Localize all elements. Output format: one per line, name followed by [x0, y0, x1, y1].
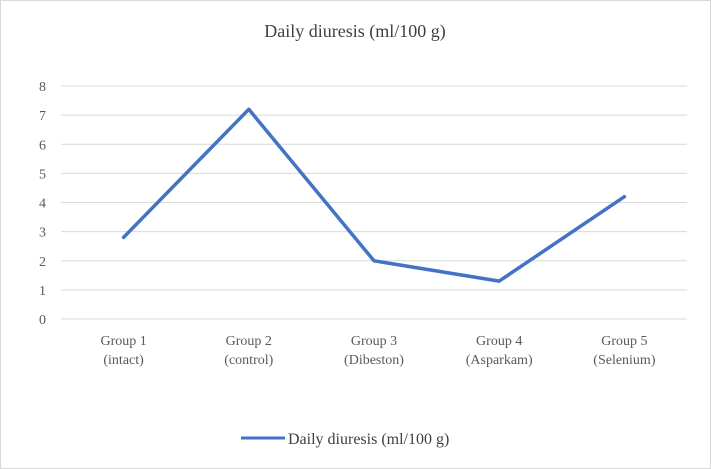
y-tick-label: 2 — [39, 255, 46, 270]
y-tick-label: 5 — [39, 167, 46, 182]
y-tick-label: 0 — [39, 313, 46, 328]
data-point — [622, 195, 626, 199]
y-tick-label: 8 — [39, 80, 46, 95]
y-tick-label: 3 — [39, 226, 46, 241]
x-tick-label: Group 4 — [476, 334, 522, 349]
x-tick-label: (Asparkam) — [466, 353, 533, 368]
legend: Daily diuresis (ml/100 g) — [241, 431, 449, 448]
data-point — [497, 279, 501, 283]
legend-label: Daily diuresis (ml/100 g) — [288, 431, 449, 448]
x-tick-label: (intact) — [103, 353, 144, 368]
x-axis-ticks: Group 1 (intact) Group 2 (control) Group 3 (D… — [100, 334, 655, 368]
data-point — [372, 259, 376, 263]
series-layer — [121, 107, 627, 283]
x-tick-label: Group 5 — [601, 334, 647, 349]
x-tick-label: Group 2 — [226, 334, 272, 349]
y-axis-ticks: 0 1 2 3 4 5 6 7 8 — [39, 80, 46, 328]
x-tick-label: (Selenium) — [593, 353, 656, 368]
data-point — [247, 107, 251, 111]
x-tick-label: (control) — [224, 353, 273, 368]
gridlines — [61, 85, 687, 320]
y-tick-label: 1 — [39, 284, 46, 299]
x-tick-label: Group 1 — [100, 334, 146, 349]
y-tick-label: 6 — [39, 138, 46, 153]
chart-title: Daily diuresis (ml/100 g) — [264, 21, 445, 42]
series-line — [121, 107, 627, 283]
x-tick-label: Group 3 — [351, 334, 397, 349]
data-point — [122, 235, 126, 239]
y-tick-label: 4 — [39, 197, 46, 212]
y-tick-label: 7 — [39, 109, 46, 124]
x-tick-label: (Dibeston) — [344, 353, 404, 368]
